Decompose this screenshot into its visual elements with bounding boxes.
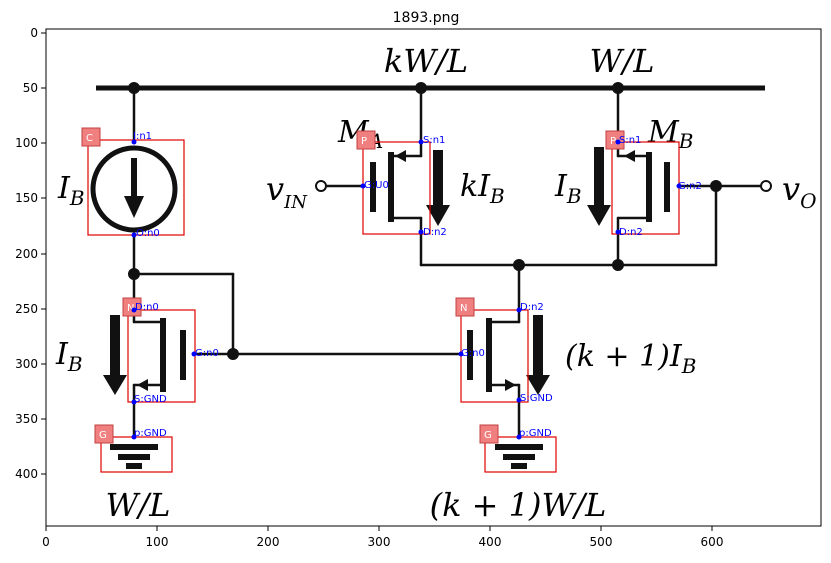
transistor-mb (616, 140, 670, 234)
terminal-vo (760, 180, 772, 192)
label-kwl: kW/L (384, 42, 468, 80)
plot-frame (45, 28, 822, 527)
label-k1ib: (k + 1)IB (565, 339, 696, 378)
annotation-transistor-mb: P S:n1 G:n2 D:n2 (605, 130, 702, 238)
x-axis: 0 100 200 300 400 500 600 (42, 526, 723, 549)
pin-label: S:n1 (619, 135, 641, 146)
pin-label: p:GND (519, 428, 552, 439)
current-arrows (103, 147, 611, 395)
terminal-vin (315, 180, 327, 192)
arrow-icon (587, 147, 611, 226)
x-tick-label: 500 (590, 535, 613, 549)
component-tag: G (484, 430, 492, 441)
label-vin: vIN (266, 170, 308, 213)
y-tick-label: 200 (15, 247, 38, 261)
figure-title: 1893.png (393, 10, 460, 26)
component-tag: P (361, 136, 367, 147)
x-tick-label: 100 (146, 535, 169, 549)
junction-dot (128, 82, 140, 94)
x-tick-label: 400 (479, 535, 502, 549)
label-k1wl: (k + 1)W/L (430, 486, 607, 524)
label-ib-left: IB (57, 171, 85, 210)
junctions (128, 82, 772, 360)
component-tag: N (127, 303, 134, 314)
y-tick-label: 150 (15, 191, 38, 205)
y-tick-label: 100 (15, 136, 38, 150)
junction-dot (128, 268, 140, 280)
y-tick-label: 50 (23, 81, 38, 95)
annotation-transistor-n-right: N D:n2 G:n0 S:GND (455, 297, 553, 404)
label-ib-low: IB (55, 337, 83, 376)
pin-label: S:GND (520, 393, 553, 404)
math-labels: kW/L W/L MA MB IB vIN kIB IB vO IB (k + … (55, 42, 816, 524)
annotation-current-source: C I:n1 O:n0 (81, 127, 185, 239)
label-kib: kIB (460, 169, 505, 208)
label-mb: MB (647, 115, 693, 153)
arrow-icon (526, 315, 550, 395)
arrow-icon (103, 315, 127, 395)
annotation-transistor-ma: P S:n1 G:U0 D:n2 (356, 130, 447, 238)
y-tick-label: 350 (15, 412, 38, 426)
junction-dot (227, 348, 239, 360)
pin-label: D:n2 (423, 227, 447, 238)
pin-label: D:n2 (520, 302, 544, 313)
component-tag: N (460, 303, 467, 314)
x-tick-label: 0 (42, 535, 50, 549)
transistor-ma (370, 140, 423, 234)
x-tick-label: 600 (701, 535, 724, 549)
pin-label: p:GND (134, 428, 167, 439)
pin-label: O:n0 (136, 228, 160, 239)
junction-dot (612, 82, 624, 94)
label-wl-bottom: W/L (106, 486, 171, 524)
y-tick-label: 300 (15, 357, 38, 371)
x-tick-label: 200 (257, 535, 280, 549)
y-tick-label: 0 (30, 26, 38, 40)
junction-dot (612, 259, 624, 271)
component-tag: P (610, 136, 616, 147)
annotation-ground-left: G p:GND (94, 424, 173, 473)
annotation-transistor-n-left: N D:n0 G:n0 S:GND (122, 297, 219, 405)
y-axis: 0 50 100 150 200 250 300 350 400 (15, 26, 46, 481)
x-tick-label: 300 (368, 535, 391, 549)
pin-label: G:n0 (195, 348, 219, 359)
ground-left (110, 444, 158, 469)
junction-dot (710, 180, 722, 192)
component-tag: G (99, 430, 107, 441)
label-wl-top: W/L (590, 42, 655, 80)
pin-label: G:n0 (461, 348, 485, 359)
pin-label: D:n2 (619, 227, 643, 238)
ground-right (495, 444, 543, 469)
label-vo: vO (782, 170, 816, 213)
pin-label: I:n1 (133, 131, 152, 142)
pin-label: S:n1 (423, 135, 445, 146)
pin-label: G:n2 (678, 181, 702, 192)
pin-label: D:n0 (135, 302, 159, 313)
arrow-icon (426, 150, 450, 226)
y-tick-label: 250 (15, 302, 38, 316)
current-source-symbol (90, 145, 178, 233)
annotation-ground-right: G p:GND (479, 424, 557, 473)
pin-label: S:GND (134, 394, 167, 405)
junction-dot (513, 259, 525, 271)
pin-label: G:U0 (364, 180, 389, 191)
y-tick-label: 400 (15, 467, 38, 481)
component-tag: C (86, 133, 93, 144)
label-ib-mid: IB (554, 169, 582, 208)
transistor-n-left (132, 308, 186, 402)
junction-dot (415, 82, 427, 94)
